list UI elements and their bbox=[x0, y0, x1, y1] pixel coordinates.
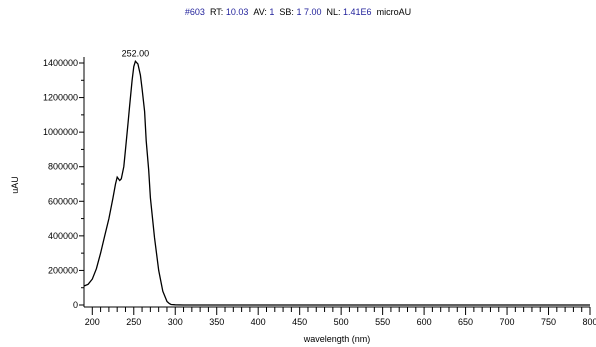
x-tick-label: 800 bbox=[582, 317, 596, 327]
av-value: 1 bbox=[269, 7, 275, 17]
sb-label: SB: bbox=[279, 7, 294, 17]
x-tick-label: 250 bbox=[126, 317, 141, 327]
y-axis: 0 200000 400000 600000 800000 1000000 1200000 1… bbox=[43, 57, 85, 310]
x-tick-label: 200 bbox=[85, 317, 100, 327]
scan-number: 603 bbox=[189, 7, 205, 17]
x-tick-label: 350 bbox=[209, 317, 224, 327]
x-tick-label: 600 bbox=[417, 317, 432, 327]
x-tick-label: 700 bbox=[500, 317, 515, 327]
y-tick-label: 1000000 bbox=[43, 127, 78, 137]
y-tick-label: 1200000 bbox=[43, 93, 78, 103]
y-tick-label: 800000 bbox=[48, 162, 78, 172]
y-tick-label: 1400000 bbox=[43, 58, 78, 68]
x-tick-label: 300 bbox=[168, 317, 183, 327]
rt-label: RT: bbox=[209, 7, 224, 17]
x-axis-title: wavelength (nm) bbox=[303, 334, 371, 344]
spectrum-trace bbox=[83, 60, 590, 306]
y-axis-title: uAU bbox=[10, 176, 20, 194]
rt-value: 10.03 bbox=[225, 7, 249, 17]
scan-header: #603 RT: 10.03 AV: 1 SB: 1 7.00 NL: 1.41… bbox=[0, 7, 596, 17]
y-tick-label: 400000 bbox=[48, 231, 78, 241]
x-tick-label: 400 bbox=[251, 317, 266, 327]
units-label: microAU bbox=[376, 7, 412, 17]
y-tick-label: 600000 bbox=[48, 196, 78, 206]
scan-prefix: # bbox=[184, 7, 190, 17]
nl-value: 1.41E6 bbox=[343, 7, 372, 17]
x-tick-label: 500 bbox=[334, 317, 349, 327]
av-label: AV: bbox=[253, 7, 267, 17]
x-tick-label: 650 bbox=[458, 317, 473, 327]
sb-value: 1 7.00 bbox=[296, 7, 322, 17]
x-tick-label: 550 bbox=[375, 317, 390, 327]
nl-label: NL: bbox=[326, 7, 341, 17]
peak-annotation: 252.00 bbox=[122, 48, 150, 58]
y-tick-label: 200000 bbox=[48, 265, 78, 275]
x-tick-label: 750 bbox=[541, 317, 556, 327]
x-axis: 200 250 300 350 400 450 500 550 600 650 700 750 800 bbox=[84, 306, 596, 327]
y-tick-label: 0 bbox=[73, 300, 78, 310]
x-tick-label: 450 bbox=[292, 317, 307, 327]
